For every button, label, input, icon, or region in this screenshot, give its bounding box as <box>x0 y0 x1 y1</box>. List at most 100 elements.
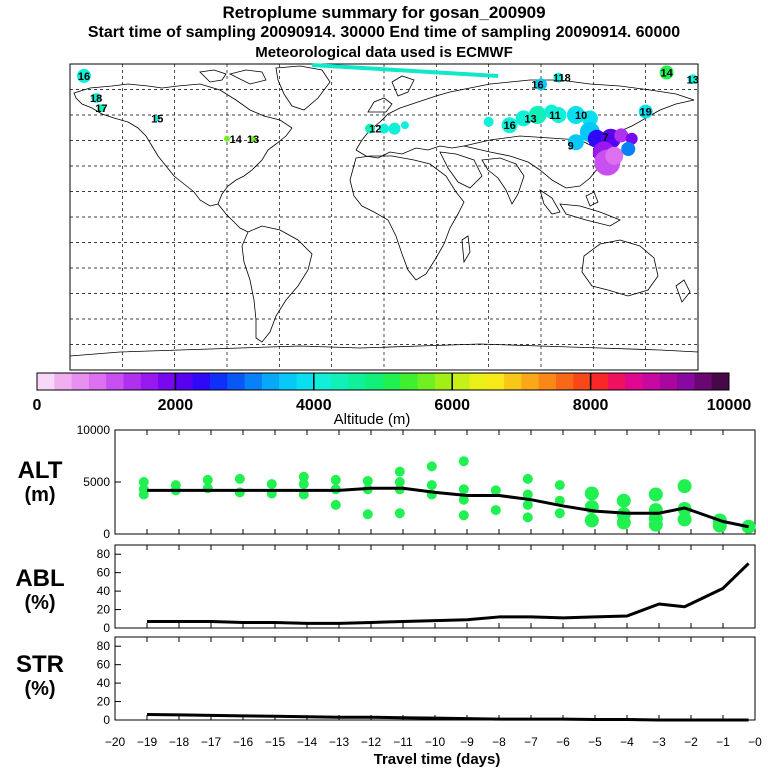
scatter-point <box>266 479 277 490</box>
colorbar-cell <box>538 373 557 390</box>
plume-blob <box>625 132 638 145</box>
plume-blob <box>483 116 494 127</box>
colorbar-cell <box>400 373 419 390</box>
x-tick-label: −19 <box>137 735 158 749</box>
colorbar-cell <box>659 373 678 390</box>
plume-blob <box>553 72 564 83</box>
colorbar-cell <box>607 373 626 390</box>
plume-blob <box>97 104 106 113</box>
x-tick-label: −3 <box>652 735 666 749</box>
plume-blob <box>614 128 629 143</box>
colorbar-cell <box>365 373 384 390</box>
plume-blob <box>379 123 389 134</box>
colorbar-cell <box>140 373 159 390</box>
colorbar-cell <box>625 373 643 390</box>
plume-blob <box>365 123 376 134</box>
x-tick-label: −17 <box>201 735 222 749</box>
plume-blob <box>605 146 624 165</box>
colorbar-cell <box>590 373 609 390</box>
y-tick-label: 60 <box>97 658 111 672</box>
plume-blob <box>154 115 161 122</box>
plume-day-label: 16 <box>78 71 90 83</box>
colorbar-cell <box>54 373 73 390</box>
scatter-point <box>330 474 341 485</box>
plume-blob <box>638 104 653 119</box>
plume-blob <box>550 107 567 123</box>
scatter-point <box>554 508 565 519</box>
y-tick-label: 5000 <box>83 475 110 489</box>
x-tick-label: −4 <box>620 735 634 749</box>
colorbar-cell <box>88 373 107 390</box>
scatter-point <box>234 473 245 484</box>
x-tick-label: −0 <box>748 735 762 749</box>
scatter-point <box>522 499 533 510</box>
scatter-point <box>362 475 373 486</box>
x-tick-label: −12 <box>361 735 382 749</box>
colorbar-cell <box>469 373 488 390</box>
plume-day-label: 14 <box>230 134 243 146</box>
colorbar-cell <box>106 373 124 390</box>
colorbar-cell <box>175 373 194 390</box>
alt-label-unit: (m) <box>24 484 55 506</box>
colorbar-cell <box>452 373 470 390</box>
x-tick-label: −1 <box>716 735 730 749</box>
colorbar-cell <box>296 373 315 390</box>
scatter-point <box>458 456 469 467</box>
x-tick-label: −13 <box>329 735 350 749</box>
abl-series-line <box>147 562 750 625</box>
str-series-line <box>146 712 749 722</box>
scatter-point <box>426 461 437 472</box>
plume-blob <box>567 134 584 151</box>
scatter-point <box>584 486 599 501</box>
plume-blob <box>76 68 91 83</box>
str-panel-frame <box>114 636 756 721</box>
plume-trail <box>311 63 499 78</box>
plume-day-label: 9 <box>568 141 574 153</box>
plume-markers <box>76 65 698 176</box>
scatter-point <box>394 466 405 477</box>
sampling-time-line: Start time of sampling 20090914. 30000 E… <box>87 24 681 41</box>
plume-day-label: 118 <box>553 73 571 85</box>
colorbar-cell <box>227 373 246 390</box>
scatter-point <box>616 493 631 508</box>
scatter-point <box>522 473 533 484</box>
colorbar-tick-label: 10000 <box>707 397 752 414</box>
plume-day-label: 16 <box>503 120 515 132</box>
colorbar-cell <box>313 373 332 390</box>
plume-blob <box>528 106 547 124</box>
x-axis-ticks: −20 −19 −18 −17 −16 −15 −14 −13 −12 −11 −10 −9 −8 −7 −… <box>105 735 762 749</box>
colorbar-cell <box>279 373 297 390</box>
x-tick-label: −20 <box>105 735 126 749</box>
plume-day-label: 7 <box>602 132 608 144</box>
plume-blob <box>659 65 674 80</box>
x-tick-label: −15 <box>265 735 286 749</box>
plume-day-label: 11 <box>549 110 561 122</box>
y-tick-label: 10000 <box>77 423 111 437</box>
scatter-point <box>458 510 469 521</box>
colorbar-tick-label: 8000 <box>573 397 609 414</box>
chart-title: Retroplume summary for gosan_200909 <box>222 3 546 22</box>
x-tick-label: −10 <box>425 735 446 749</box>
y-tick-label: 0 <box>103 621 110 635</box>
scatter-point <box>648 487 663 502</box>
scatter-point <box>616 515 631 530</box>
abl-label-unit: (%) <box>24 592 55 614</box>
x-tick-label: −18 <box>169 735 190 749</box>
scatter-point <box>677 512 692 527</box>
colorbar-tick-label: 2000 <box>158 397 194 414</box>
colorbar-cell <box>383 373 401 390</box>
colorbar-tick-label: 6000 <box>434 397 470 414</box>
scatter-point <box>458 494 469 505</box>
plume-blob <box>581 110 598 127</box>
plume-day-label: 10 <box>575 110 587 122</box>
scatter-point <box>138 477 149 487</box>
colorbar-cell <box>210 373 228 390</box>
scatter-point <box>298 489 309 500</box>
scatter-point <box>554 495 565 506</box>
plume-day-label: 16 <box>531 79 543 91</box>
colorbar-cell <box>521 373 540 390</box>
x-tick-label: −11 <box>393 735 413 749</box>
plume-day-label: 15 <box>151 113 163 125</box>
